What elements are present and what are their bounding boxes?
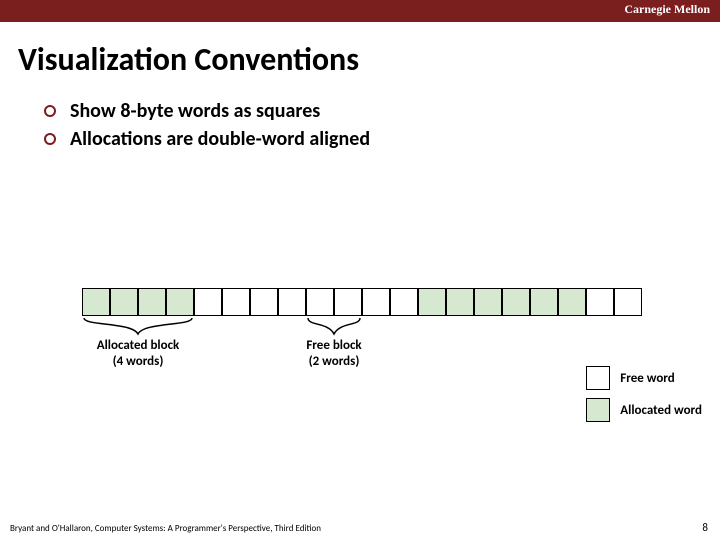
word-cell <box>334 288 362 316</box>
header-brand: Carnegie Mellon <box>624 2 710 17</box>
legend-text: Free word <box>620 371 674 386</box>
legend-item: Allocated word <box>586 398 702 422</box>
label-allocated: Allocated block (4 words) <box>83 338 193 369</box>
word-cell <box>586 288 614 316</box>
legend: Free word Allocated word <box>586 366 702 430</box>
word-cell <box>614 288 642 316</box>
brace-free <box>306 316 362 336</box>
memory-diagram: Allocated block (4 words) Free block (2 … <box>82 288 642 316</box>
bullet-icon <box>44 105 56 117</box>
word-cell <box>250 288 278 316</box>
word-cell <box>558 288 586 316</box>
word-cell <box>446 288 474 316</box>
word-cell <box>82 288 110 316</box>
label-line: (2 words) <box>279 354 389 370</box>
word-cell <box>362 288 390 316</box>
word-cell <box>110 288 138 316</box>
word-cell <box>390 288 418 316</box>
bullet-list: Show 8-byte words as squares Allocations… <box>44 99 720 151</box>
bullet-text: Show 8-byte words as squares <box>70 99 320 123</box>
word-cell <box>138 288 166 316</box>
bullet-item: Show 8-byte words as squares <box>44 99 720 123</box>
word-row <box>82 288 642 316</box>
label-line: Free block <box>279 338 389 354</box>
bullet-icon <box>44 133 56 145</box>
word-cell <box>530 288 558 316</box>
word-cell <box>418 288 446 316</box>
word-cell <box>278 288 306 316</box>
brace-allocated <box>82 316 194 336</box>
label-line: (4 words) <box>83 354 193 370</box>
legend-text: Allocated word <box>620 403 702 418</box>
word-cell <box>474 288 502 316</box>
legend-item: Free word <box>586 366 702 390</box>
footer-citation: Bryant and O'Hallaron, Computer Systems:… <box>10 523 321 534</box>
legend-swatch-free <box>586 366 610 390</box>
word-cell <box>306 288 334 316</box>
slide-title: Visualization Conventions <box>18 40 720 79</box>
legend-swatch-alloc <box>586 398 610 422</box>
bullet-text: Allocations are double-word aligned <box>70 127 370 151</box>
label-line: Allocated block <box>83 338 193 354</box>
word-cell <box>502 288 530 316</box>
page-number: 8 <box>702 521 708 534</box>
bullet-item: Allocations are double-word aligned <box>44 127 720 151</box>
word-cell <box>166 288 194 316</box>
word-cell <box>222 288 250 316</box>
label-free: Free block (2 words) <box>279 338 389 369</box>
word-cell <box>194 288 222 316</box>
header-bar: Carnegie Mellon <box>0 0 720 22</box>
